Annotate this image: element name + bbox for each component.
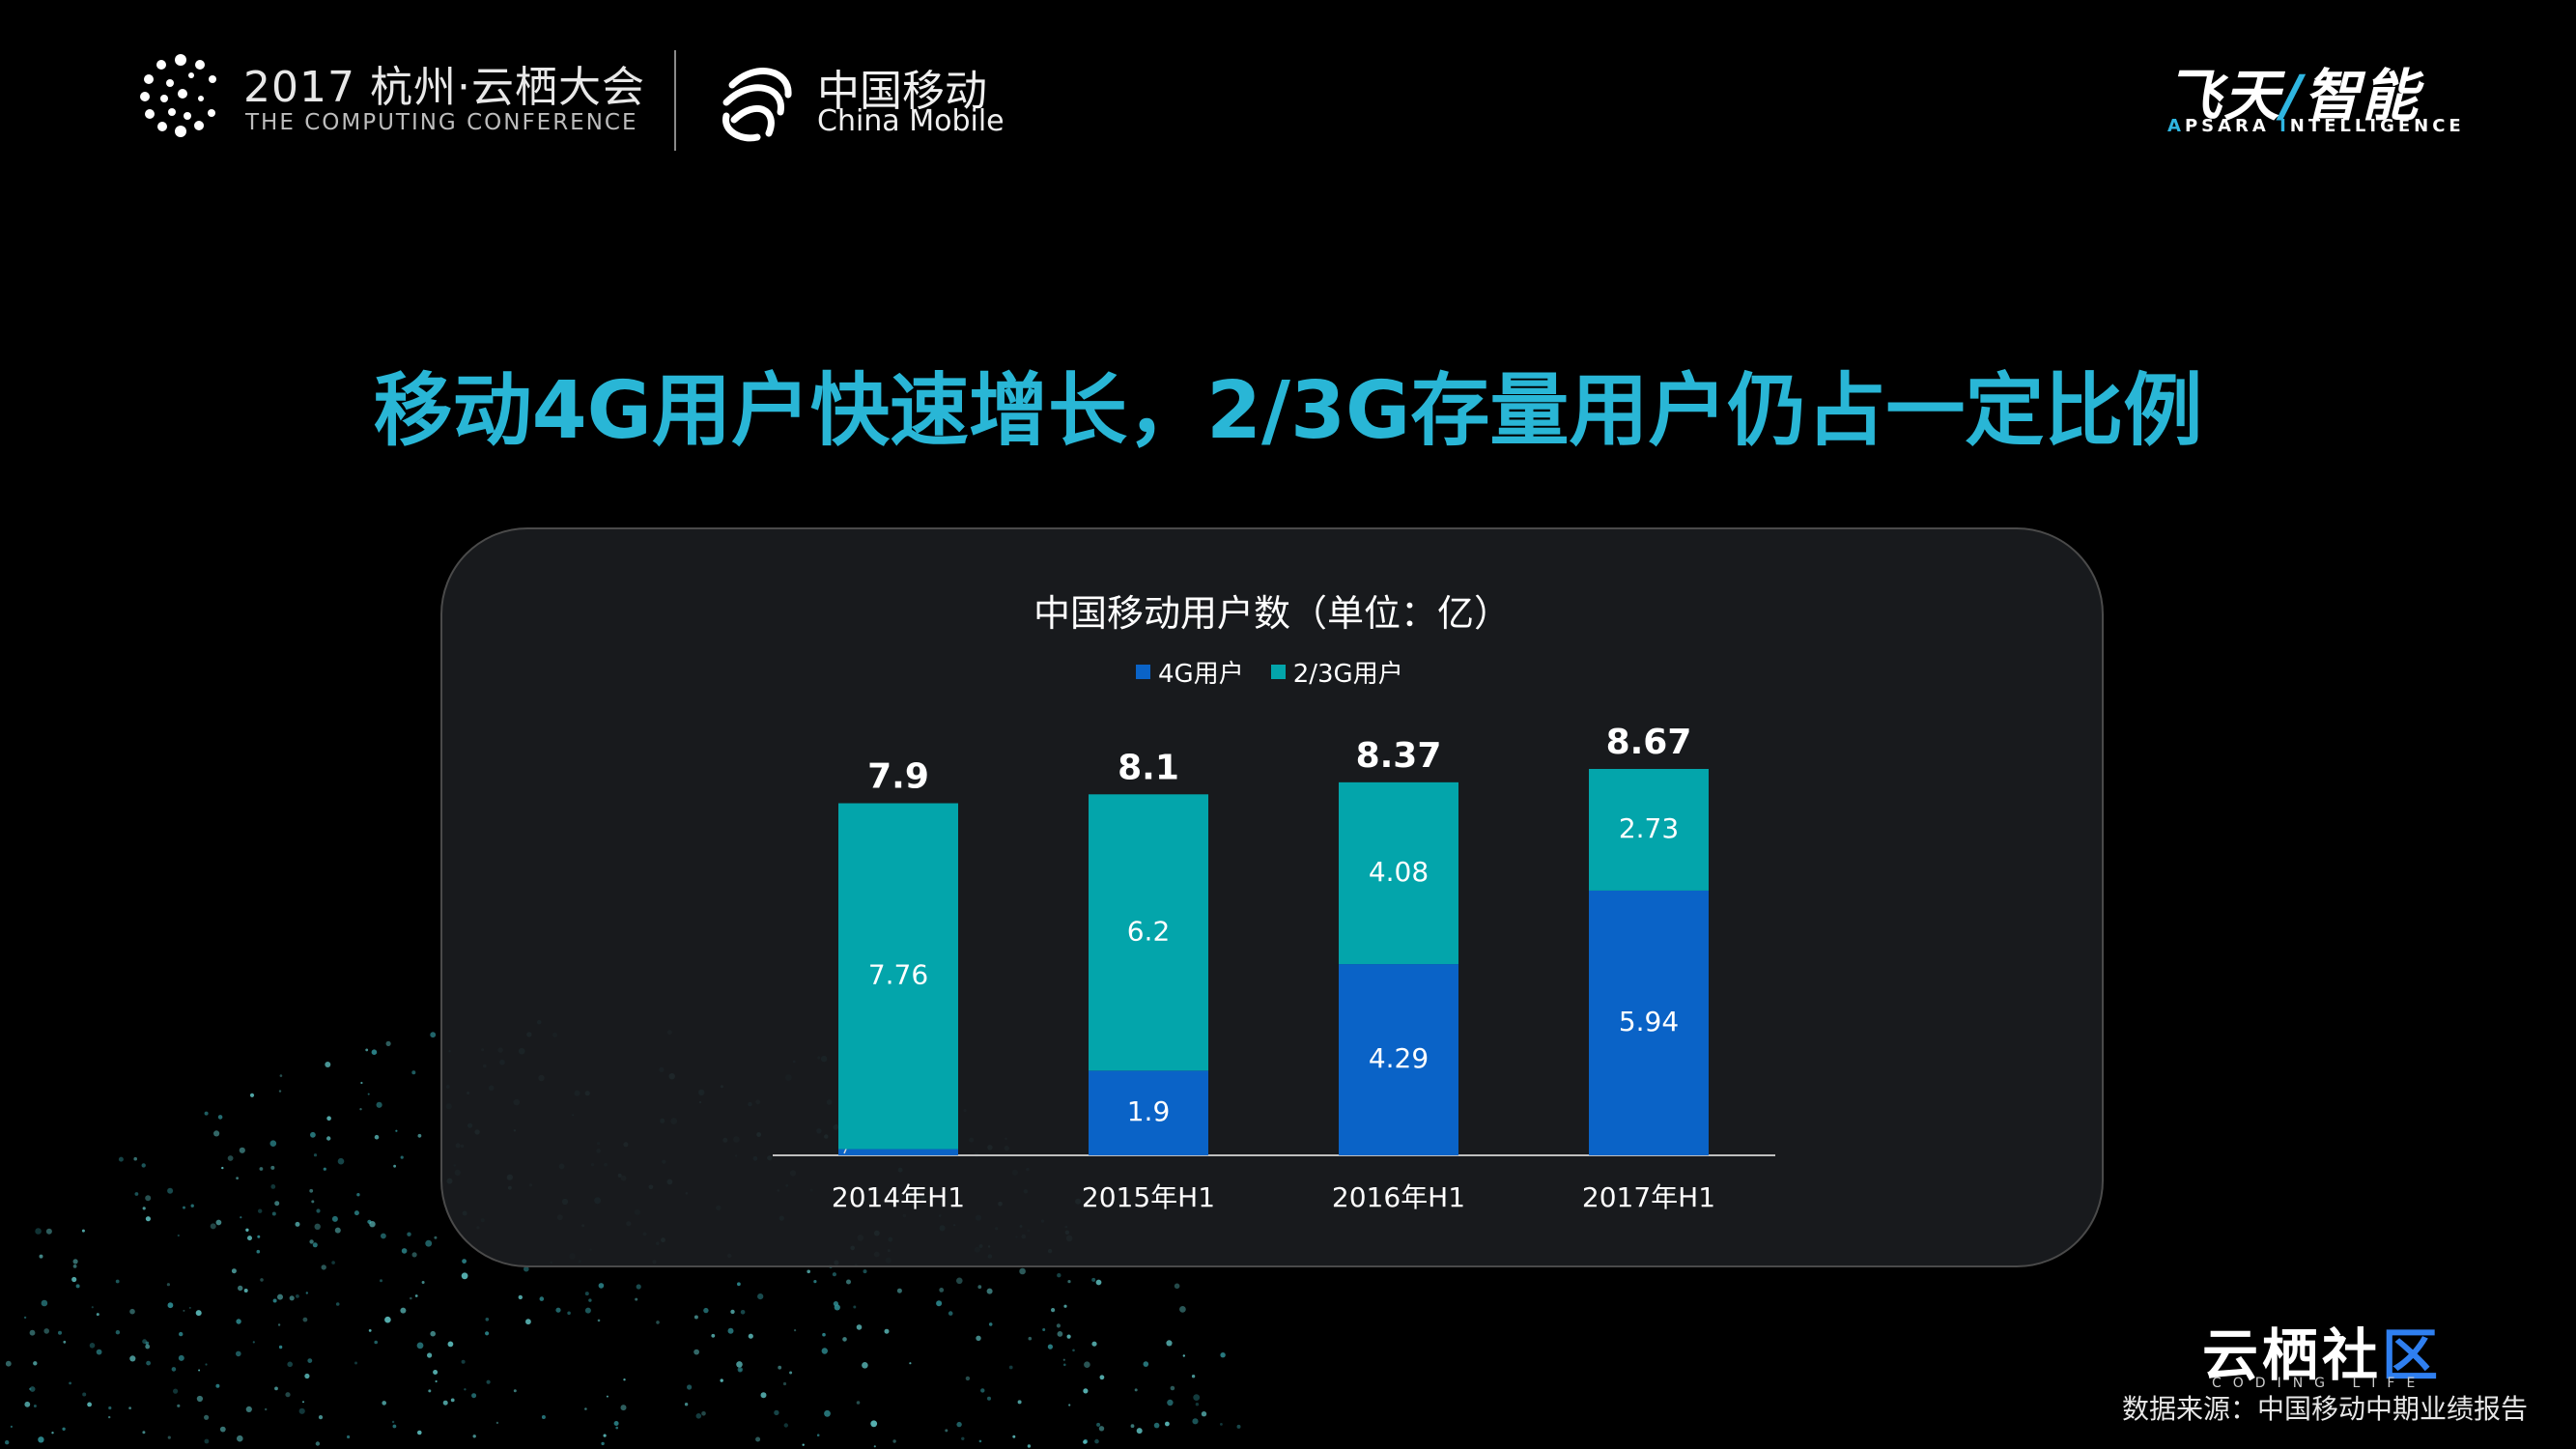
legend-item-23g: 2/3G用户: [1270, 654, 1403, 690]
china-mobile-logo-icon: [722, 68, 792, 142]
yunqi-community-logo: 云栖社区: [2202, 1310, 2442, 1391]
bar-23g-3: [1339, 781, 1458, 965]
legend-swatch-23g: [1270, 665, 1286, 679]
apsara-slash-icon: /: [2281, 63, 2305, 128]
x-tick-label-2: 2015年H1: [1082, 1181, 1215, 1213]
data-label-4g-3: 4.29: [1369, 1042, 1429, 1074]
china-mobile-name-cn: 中国移动: [817, 67, 987, 116]
bar-23g-4: [1589, 769, 1709, 891]
apsara-logo-right: 智能: [2304, 63, 2420, 128]
chart-title: 中国移动用户数（单位：亿）: [1033, 592, 1511, 635]
data-label-23g-1: 7.76: [868, 959, 928, 991]
apsara-logo-left: 飞天: [2166, 63, 2282, 128]
yunqi-logo-text: 云栖社: [2202, 1322, 2383, 1388]
conference-title: 2017 杭州·云栖大会: [243, 63, 645, 112]
data-label-23g-4: 2.73: [1619, 812, 1679, 844]
total-label-1: 7.9: [867, 757, 929, 797]
yunqi-community-tagline: CODING LIFE: [2212, 1376, 2427, 1391]
yunqi-logo-mark: 区: [2382, 1322, 2443, 1388]
bar-4g-2: [1089, 1070, 1208, 1155]
apsara-tagline: APSARA INTELLIGENCE: [2167, 116, 2465, 136]
data-label-23g-2: 6.2: [1127, 915, 1171, 947]
x-tick-label-3: 2016年H1: [1332, 1181, 1465, 1213]
legend-swatch-4g: [1136, 665, 1150, 679]
bar-4g-3: [1339, 964, 1458, 1155]
header-divider: [674, 50, 676, 151]
total-label-4: 8.67: [1606, 723, 1692, 762]
chart-panel: [440, 527, 2104, 1267]
apsara-tagline-psara: PSARA: [2184, 116, 2280, 136]
legend-item-4g: 4G用户: [1136, 654, 1244, 690]
apsara-tagline-i: I: [2279, 116, 2290, 136]
data-source-note: 数据来源：中国移动中期业绩报告: [2121, 1393, 2528, 1425]
bar-4g-4: [1589, 890, 1709, 1155]
data-label-4g-4: 5.94: [1619, 1006, 1679, 1037]
bar-23g-1: [838, 803, 958, 1150]
apsara-tagline-a: A: [2167, 116, 2185, 136]
apsara-tagline-ntelligence: NTELLIGENCE: [2289, 116, 2465, 136]
china-mobile-name-en: China Mobile: [817, 104, 1005, 138]
bar-23g-2: [1089, 794, 1208, 1071]
x-tick-label-1: 2014年H1: [832, 1181, 965, 1213]
slide-headline: 移动4G用户快速增长，2/3G存量用户仍占一定比例: [373, 365, 2203, 457]
total-label-3: 8.37: [1356, 736, 1442, 776]
legend-label-23g: 2/3G用户: [1292, 660, 1403, 689]
chart-legend: 4G用户 2/3G用户: [1136, 654, 1430, 690]
apsara-logo-text: 飞天/智能: [2166, 50, 2420, 131]
total-label-2: 8.1: [1118, 748, 1179, 787]
data-label-4g-2: 1.9: [1127, 1095, 1171, 1127]
legend-label-4g: 4G用户: [1158, 660, 1244, 689]
x-tick-label-4: 2017年H1: [1582, 1181, 1715, 1213]
conference-subtitle: THE COMPUTING CONFERENCE: [245, 110, 638, 135]
data-label-23g-3: 4.08: [1369, 856, 1429, 888]
computing-conference-logo-icon: [140, 54, 216, 137]
bar-4g-1: [838, 1149, 958, 1155]
